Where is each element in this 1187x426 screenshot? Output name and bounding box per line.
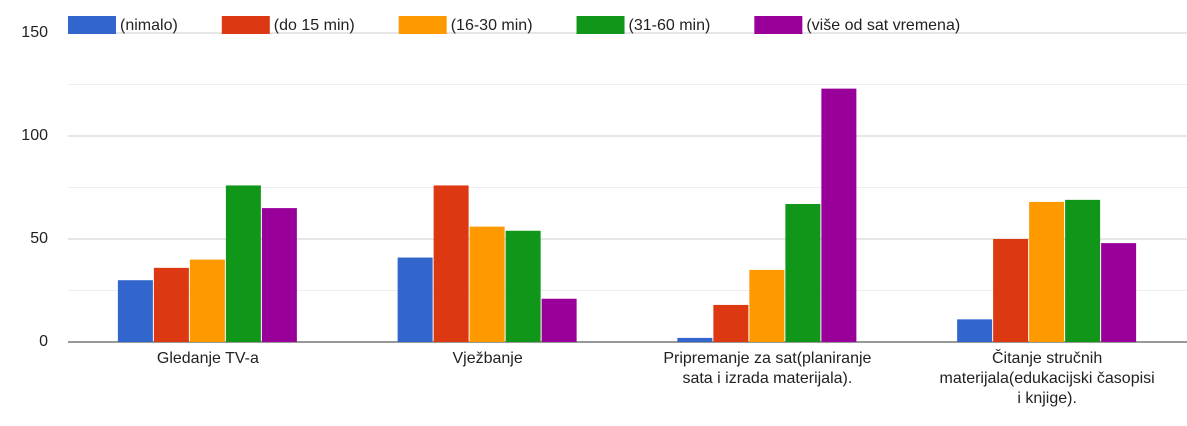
bar (225, 185, 261, 342)
bar (993, 239, 1029, 342)
bar (153, 267, 189, 342)
bar (117, 280, 153, 342)
bar (1101, 243, 1137, 342)
bar (469, 226, 505, 342)
bar (821, 88, 857, 343)
x-tick-label: Čitanje stručnih materijala(edukacijski … (939, 350, 1155, 407)
bar (189, 259, 225, 342)
x-tick-label: Gledanje TV-a (156, 350, 259, 367)
legend-label: (31-60 min) (629, 17, 711, 34)
y-tick-label: 0 (39, 333, 48, 350)
y-tick-label: 150 (21, 24, 48, 41)
legend-label: (do 15 min) (274, 17, 355, 34)
y-tick-label: 50 (30, 230, 48, 247)
bar (505, 230, 541, 342)
x-tick-label: Vježbanje (452, 350, 523, 367)
legend-swatch (576, 16, 625, 34)
bar (433, 185, 469, 342)
legend-swatch (754, 16, 803, 34)
bar (541, 298, 577, 342)
bar (1029, 201, 1065, 342)
bar (713, 304, 749, 342)
legend-swatch (221, 16, 270, 34)
y-tick-label: 100 (21, 127, 48, 144)
bar (677, 337, 713, 342)
bar (957, 319, 993, 342)
bar (749, 269, 785, 342)
bar (1065, 199, 1101, 342)
legend-label: (više od sat vremena) (806, 17, 960, 34)
x-tick-label: Pripremanje za sat(planiranje sata i izr… (663, 350, 872, 387)
legend-swatch (398, 16, 447, 34)
bar (397, 257, 433, 342)
bar (785, 203, 821, 342)
legend-label: (nimalo) (120, 17, 178, 34)
bar (261, 208, 297, 342)
legend-label: (16-30 min) (451, 17, 533, 34)
legend-swatch (68, 16, 116, 34)
